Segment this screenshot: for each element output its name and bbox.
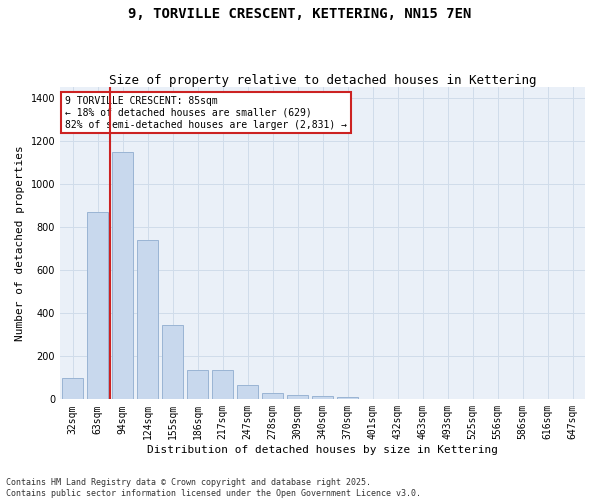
Bar bbox=[62, 378, 83, 400]
Bar bbox=[187, 370, 208, 400]
Bar bbox=[162, 325, 183, 400]
Y-axis label: Number of detached properties: Number of detached properties bbox=[15, 146, 25, 341]
Bar bbox=[262, 393, 283, 400]
Bar bbox=[312, 396, 333, 400]
Bar bbox=[337, 397, 358, 400]
X-axis label: Distribution of detached houses by size in Kettering: Distribution of detached houses by size … bbox=[147, 445, 498, 455]
Bar bbox=[137, 240, 158, 400]
Bar bbox=[287, 395, 308, 400]
Text: 9, TORVILLE CRESCENT, KETTERING, NN15 7EN: 9, TORVILLE CRESCENT, KETTERING, NN15 7E… bbox=[128, 8, 472, 22]
Title: Size of property relative to detached houses in Kettering: Size of property relative to detached ho… bbox=[109, 74, 536, 87]
Bar bbox=[212, 370, 233, 400]
Text: 9 TORVILLE CRESCENT: 85sqm
← 18% of detached houses are smaller (629)
82% of sem: 9 TORVILLE CRESCENT: 85sqm ← 18% of deta… bbox=[65, 96, 347, 130]
Bar bbox=[112, 152, 133, 400]
Text: Contains HM Land Registry data © Crown copyright and database right 2025.
Contai: Contains HM Land Registry data © Crown c… bbox=[6, 478, 421, 498]
Bar bbox=[87, 212, 108, 400]
Bar bbox=[237, 386, 258, 400]
